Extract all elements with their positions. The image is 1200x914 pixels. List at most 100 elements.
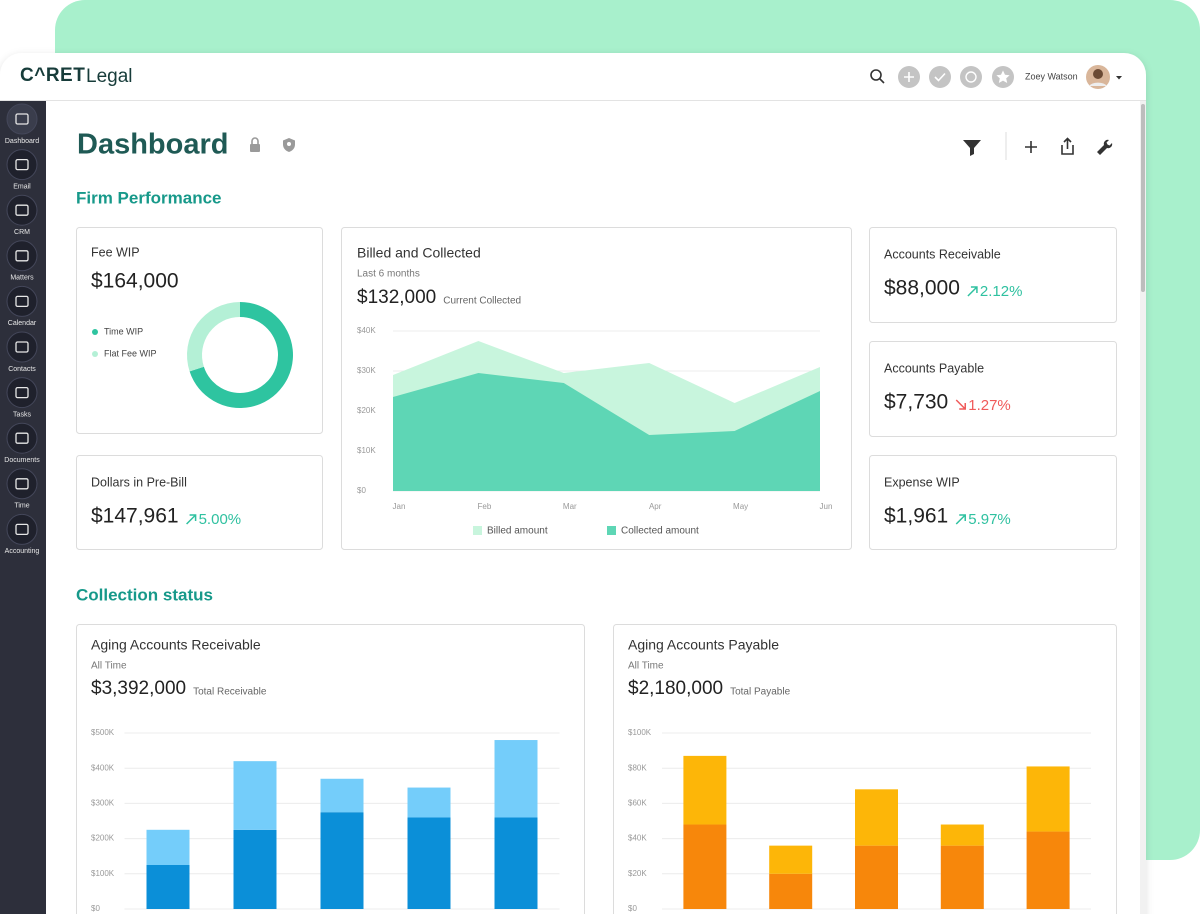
sidebar-item[interactable]: Documents <box>4 422 40 464</box>
sidebar-glyph <box>15 523 29 536</box>
sidebar-icon <box>6 468 38 500</box>
bar-segment <box>146 865 190 909</box>
user-menu-caret[interactable] <box>1116 76 1122 80</box>
y-tick-label: $100K <box>91 869 115 878</box>
trend-down-icon <box>955 399 966 410</box>
content: C^RET Legal Zoey Watson Dashboard Email CRM Ma… <box>4 65 1117 914</box>
legend-label: Collected amount <box>621 526 699 537</box>
card-total: $3,392,000 <box>91 678 186 699</box>
kpi-title: Expense WIP <box>884 475 960 489</box>
card <box>869 455 1117 550</box>
scrollbar-thumb <box>1141 104 1145 292</box>
kpi-value: $147,961 <box>91 505 179 528</box>
section-title: Collection status <box>76 585 213 604</box>
card-title: Aging Accounts Payable <box>628 637 779 653</box>
card-total: $132,000 <box>357 287 436 308</box>
sidebar-item[interactable]: Dashboard <box>5 103 39 145</box>
y-tick-label: $200K <box>91 834 115 843</box>
sidebar-item[interactable]: Email <box>6 149 38 191</box>
sidebar-item[interactable]: Time <box>6 468 38 510</box>
kpi-value: $7,730 <box>884 391 948 414</box>
sidebar-label: Documents <box>4 457 40 464</box>
y-tick-label: $80K <box>628 763 647 772</box>
bar-segment <box>407 787 451 818</box>
legend-label: Billed amount <box>487 526 548 537</box>
add-widget-icon[interactable] <box>1025 141 1037 153</box>
card <box>869 341 1117 437</box>
legend-swatch <box>92 329 98 335</box>
export-icon[interactable] <box>1061 137 1074 155</box>
y-tick-label: $300K <box>91 799 115 808</box>
bar-segment <box>940 824 984 846</box>
sidebar-item[interactable]: Calendar <box>6 285 38 327</box>
card-title: Aging Accounts Receivable <box>91 637 261 653</box>
settings-icon[interactable] <box>1097 139 1113 155</box>
y-tick-label: $10K <box>357 446 376 455</box>
sidebar-item[interactable]: Matters <box>6 240 38 282</box>
card-total: $2,180,000 <box>628 678 723 699</box>
sidebar-glyph <box>15 250 29 262</box>
sidebar <box>0 101 46 914</box>
x-tick-label: Apr <box>649 502 662 511</box>
bar-segment <box>494 740 538 818</box>
card <box>76 624 585 914</box>
sidebar-icon <box>6 240 38 272</box>
x-tick-label: Mar <box>563 502 577 511</box>
favorites-button[interactable] <box>992 66 1014 88</box>
bar-segment <box>683 755 727 825</box>
tasks-button[interactable] <box>929 66 951 88</box>
sidebar-glyph <box>15 478 29 490</box>
bar-segment <box>407 817 451 909</box>
search-icon[interactable] <box>870 69 885 84</box>
avatar[interactable] <box>1086 65 1110 89</box>
sidebar-glyph <box>15 295 29 308</box>
x-tick-label: Jun <box>820 502 833 511</box>
sidebar-icon <box>6 103 38 135</box>
sidebar-label: Tasks <box>13 411 31 418</box>
sidebar-item[interactable]: CRM <box>6 194 38 236</box>
lock-icon[interactable] <box>250 137 260 152</box>
y-tick-label: $0 <box>628 904 637 913</box>
legend-label: Flat Fee WIP <box>104 348 157 358</box>
quick-add[interactable] <box>898 66 920 88</box>
sidebar-item[interactable]: Tasks <box>6 377 38 419</box>
sidebar-item[interactable]: Contacts <box>6 331 38 373</box>
card-subtitle: Last 6 months <box>357 269 420 280</box>
card-total-label: Total Receivable <box>193 687 267 698</box>
sidebar-glyph <box>15 204 29 216</box>
sidebar-icon <box>6 377 38 409</box>
kpi-title: Accounts Receivable <box>884 247 1001 261</box>
sidebar-item[interactable]: Accounting <box>5 513 40 555</box>
card-title: Billed and Collected <box>357 245 481 261</box>
card-subtitle: All Time <box>628 661 664 672</box>
sidebar-icon <box>6 194 38 226</box>
trend-up-icon <box>186 514 197 525</box>
kpi-title: Dollars in Pre-Bill <box>91 475 187 489</box>
card-total: $164,000 <box>91 270 179 293</box>
card-title: Fee WIP <box>91 245 140 259</box>
bar-segment <box>940 845 984 909</box>
bar-segment <box>769 873 813 909</box>
sidebar-glyph <box>15 386 29 399</box>
y-tick-label: $40K <box>357 326 376 335</box>
logo-brand: C^RET <box>20 65 85 86</box>
kpi-change: 5.00% <box>199 511 242 528</box>
legend-label: Time WIP <box>104 326 143 336</box>
sidebar-glyph <box>15 432 29 444</box>
trend-up-icon <box>955 514 966 525</box>
sidebar-label: Email <box>13 183 31 190</box>
bar-segment <box>494 817 538 909</box>
y-tick-label: $60K <box>628 799 647 808</box>
x-tick-label: Jan <box>393 502 406 511</box>
privacy-icon[interactable] <box>283 138 295 152</box>
kpi-value: $88,000 <box>884 277 960 300</box>
bar-segment <box>855 845 898 909</box>
filter-icon[interactable] <box>963 140 981 156</box>
kpi-change: 2.12% <box>980 283 1023 300</box>
card <box>869 227 1117 323</box>
messages-button[interactable] <box>960 66 982 88</box>
sidebar-label: Contacts <box>8 366 36 373</box>
bar-segment <box>146 829 190 865</box>
bar-segment <box>855 789 898 846</box>
